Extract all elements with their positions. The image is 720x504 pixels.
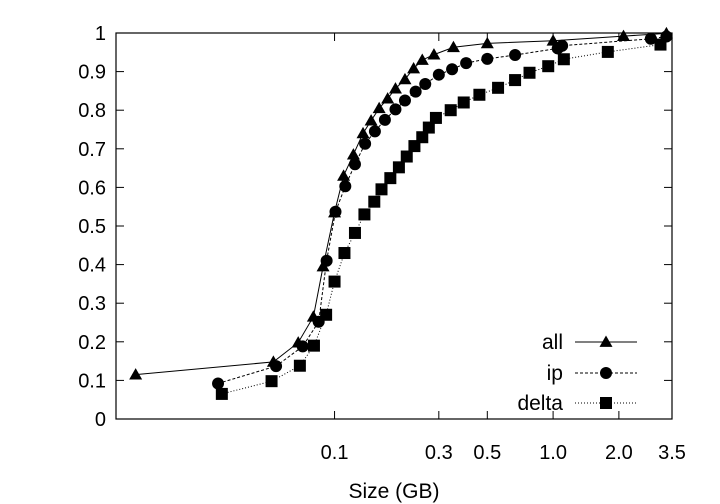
series-all xyxy=(129,26,673,380)
series-line-ip xyxy=(217,36,667,384)
data-point-ip xyxy=(339,180,352,193)
data-point-ip xyxy=(460,57,473,70)
data-point-ip xyxy=(509,49,522,62)
series-layer xyxy=(129,26,673,400)
data-point-delta xyxy=(375,183,388,196)
data-point-ip xyxy=(320,254,333,267)
data-point-all xyxy=(316,260,330,272)
data-point-delta xyxy=(473,88,486,101)
data-point-delta xyxy=(542,60,555,73)
data-point-delta xyxy=(444,104,457,117)
data-point-delta xyxy=(320,308,333,321)
x-tick-label: 1.0 xyxy=(539,442,567,464)
data-point-all xyxy=(398,72,412,85)
data-point-delta xyxy=(509,74,522,87)
data-point-all xyxy=(407,62,421,74)
data-point-ip xyxy=(270,360,283,373)
data-point-ip xyxy=(378,113,391,126)
data-point-ip xyxy=(368,125,381,138)
legend-label-ip: ip xyxy=(547,362,563,385)
legend-marker-ip xyxy=(600,367,612,379)
x-tick-label: 0.5 xyxy=(473,442,501,464)
x-tick-label: 2.0 xyxy=(605,442,633,464)
data-point-delta xyxy=(368,195,381,208)
data-point-ip xyxy=(359,137,372,150)
x-tick-label: 0.1 xyxy=(321,442,349,464)
data-point-delta xyxy=(348,226,361,239)
legend-label-all: all xyxy=(542,331,563,354)
data-point-delta xyxy=(422,121,435,134)
data-point-delta xyxy=(400,150,413,163)
data-point-delta xyxy=(215,387,228,400)
y-tick-label: 0.5 xyxy=(78,216,106,238)
y-tick-label: 0.9 xyxy=(78,62,106,84)
data-point-delta xyxy=(307,339,320,352)
data-point-delta xyxy=(328,275,341,288)
data-point-ip xyxy=(409,85,422,98)
data-point-delta xyxy=(358,208,371,221)
y-tick-label: 0.6 xyxy=(78,177,106,199)
y-tick-label: 0 xyxy=(95,409,106,431)
data-point-delta xyxy=(384,172,397,185)
data-point-ip xyxy=(389,103,402,116)
data-point-ip xyxy=(296,340,309,353)
data-point-all xyxy=(372,101,386,114)
legend-label-delta: delta xyxy=(517,392,563,415)
y-tick-label: 0.7 xyxy=(78,139,106,161)
data-point-all xyxy=(427,48,441,60)
data-point-all xyxy=(480,36,494,49)
data-point-all xyxy=(364,114,378,126)
data-point-ip xyxy=(329,205,342,218)
data-point-all xyxy=(388,82,402,94)
data-point-delta xyxy=(654,38,667,51)
data-point-all xyxy=(337,169,351,181)
data-point-ip xyxy=(212,377,225,390)
data-point-ip xyxy=(556,39,569,52)
data-point-all xyxy=(356,126,370,139)
series-line-all xyxy=(135,32,667,376)
y-tick-label: 0.1 xyxy=(78,370,106,392)
data-point-delta xyxy=(457,96,470,109)
data-point-delta xyxy=(523,66,536,79)
y-tick-label: 0.2 xyxy=(78,332,106,354)
data-point-delta xyxy=(601,45,614,58)
data-point-delta xyxy=(293,359,306,372)
data-point-ip xyxy=(419,77,432,90)
data-point-delta xyxy=(492,81,505,94)
data-point-ip xyxy=(446,63,459,76)
legend-marker-all xyxy=(599,335,613,347)
data-point-all xyxy=(381,92,395,104)
legend: all ip delta xyxy=(517,331,637,415)
x-tick-label: 0.3 xyxy=(425,442,453,464)
x-tick-label: 3.5 xyxy=(658,442,686,464)
data-point-all xyxy=(617,29,631,41)
data-point-ip xyxy=(432,68,445,81)
data-point-delta xyxy=(557,53,570,66)
data-point-delta xyxy=(338,247,351,260)
y-tick-label: 0.4 xyxy=(78,255,106,277)
y-axis: 0 0.1 0.2 0.3 0.4 0.5 0.6 0.7 0.8 0.9 1 xyxy=(78,23,672,431)
y-tick-label: 0.8 xyxy=(78,100,106,122)
x-axis-label: Size (GB) xyxy=(348,480,439,503)
data-point-ip xyxy=(348,158,361,171)
data-point-delta xyxy=(265,375,278,388)
data-point-all xyxy=(446,40,460,53)
data-point-all xyxy=(129,368,143,380)
y-tick-label: 0.3 xyxy=(78,293,106,315)
series-ip xyxy=(212,30,673,390)
data-point-ip xyxy=(398,94,411,107)
x-axis: 0.1 0.3 0.5 1.0 2.0 3.5 xyxy=(321,33,686,464)
y-tick-label: 1 xyxy=(95,23,106,45)
data-point-all xyxy=(415,53,429,65)
legend-marker-delta xyxy=(600,397,612,409)
data-point-delta xyxy=(416,131,429,144)
data-point-all xyxy=(346,148,360,160)
data-point-delta xyxy=(392,161,405,174)
data-point-ip xyxy=(644,32,657,45)
data-point-ip xyxy=(481,52,494,65)
series-delta xyxy=(215,38,667,400)
data-point-delta xyxy=(429,111,442,124)
